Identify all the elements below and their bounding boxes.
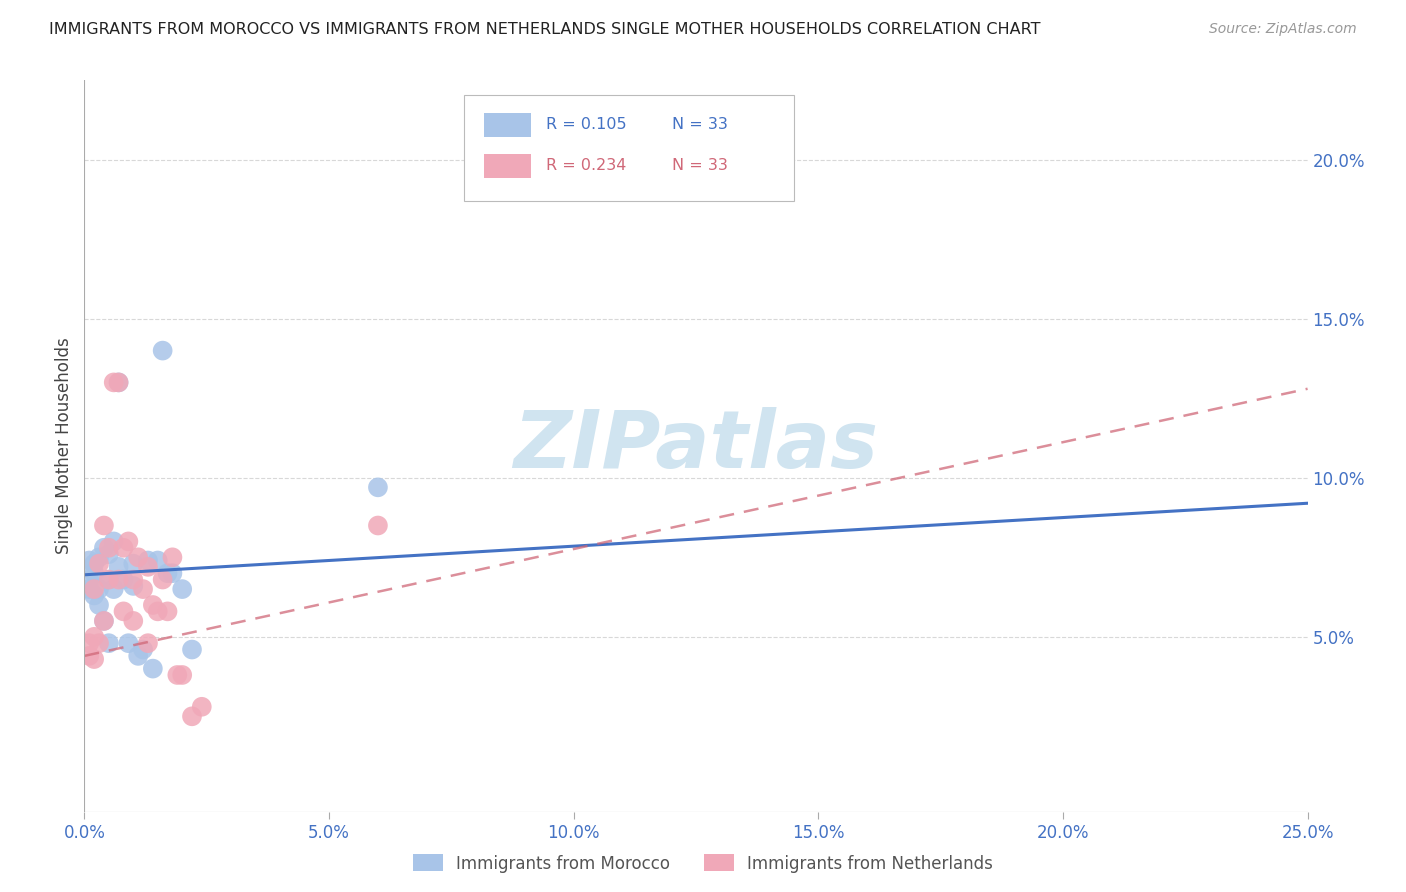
Point <box>112 604 135 618</box>
Point <box>152 573 174 587</box>
Point <box>77 636 100 650</box>
Point <box>122 573 145 587</box>
Point <box>97 573 120 587</box>
Point <box>122 557 145 571</box>
Text: R = 0.105: R = 0.105 <box>546 118 626 132</box>
Point <box>107 573 129 587</box>
Point <box>112 541 135 555</box>
Point <box>107 376 129 390</box>
Point <box>97 541 120 555</box>
Point <box>87 550 110 565</box>
Point <box>122 614 145 628</box>
Point <box>122 579 145 593</box>
Point <box>83 557 105 571</box>
Point <box>112 573 135 587</box>
Point <box>103 582 125 596</box>
Point <box>83 582 105 596</box>
Point <box>156 604 179 618</box>
Point <box>97 547 120 561</box>
Point <box>367 480 389 494</box>
Point <box>77 573 100 587</box>
Point <box>172 582 194 596</box>
Point <box>93 541 115 555</box>
Point <box>156 566 179 581</box>
Point <box>83 566 105 581</box>
Point <box>142 598 165 612</box>
Point <box>77 553 100 567</box>
Point <box>152 343 174 358</box>
Point <box>97 636 120 650</box>
Point <box>83 589 105 603</box>
Point <box>127 648 149 663</box>
Point <box>93 518 115 533</box>
FancyBboxPatch shape <box>464 95 794 201</box>
Text: Source: ZipAtlas.com: Source: ZipAtlas.com <box>1209 22 1357 37</box>
Point <box>146 553 169 567</box>
Point <box>87 598 110 612</box>
Point <box>87 636 110 650</box>
Point <box>83 652 105 666</box>
Text: N = 33: N = 33 <box>672 159 727 173</box>
Point <box>107 559 129 574</box>
Point <box>136 553 159 567</box>
Point <box>87 557 110 571</box>
Point <box>97 573 120 587</box>
Point <box>87 582 110 596</box>
Point <box>166 668 188 682</box>
Point <box>83 630 105 644</box>
Point <box>181 709 204 723</box>
Point <box>191 699 214 714</box>
Point <box>181 642 204 657</box>
Point <box>162 566 184 581</box>
Point <box>132 642 155 657</box>
Point <box>142 662 165 676</box>
Point <box>367 518 389 533</box>
Point <box>77 648 100 663</box>
Bar <box>484 113 531 136</box>
Point <box>103 534 125 549</box>
Point <box>172 668 194 682</box>
Point <box>127 550 149 565</box>
Text: N = 33: N = 33 <box>672 118 727 132</box>
Point <box>93 614 115 628</box>
Point <box>107 376 129 390</box>
Point <box>117 636 139 650</box>
Point <box>136 636 159 650</box>
Y-axis label: Single Mother Households: Single Mother Households <box>55 338 73 554</box>
Point <box>103 376 125 390</box>
Point <box>117 534 139 549</box>
Point <box>146 604 169 618</box>
Legend: Immigrants from Morocco, Immigrants from Netherlands: Immigrants from Morocco, Immigrants from… <box>406 847 1000 880</box>
Point <box>132 582 155 596</box>
Point <box>136 559 159 574</box>
Text: R = 0.234: R = 0.234 <box>546 159 626 173</box>
Text: IMMIGRANTS FROM MOROCCO VS IMMIGRANTS FROM NETHERLANDS SINGLE MOTHER HOUSEHOLDS : IMMIGRANTS FROM MOROCCO VS IMMIGRANTS FR… <box>49 22 1040 37</box>
Point <box>77 582 100 596</box>
Point <box>93 614 115 628</box>
Text: ZIPatlas: ZIPatlas <box>513 407 879 485</box>
Point <box>162 550 184 565</box>
Bar <box>484 154 531 178</box>
